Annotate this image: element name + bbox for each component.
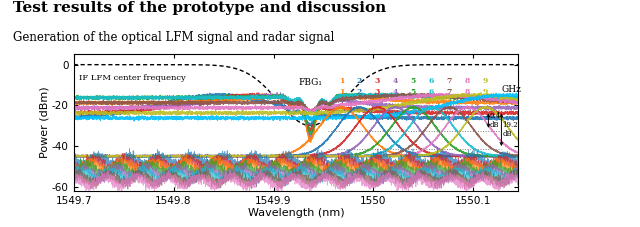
X-axis label: Wavelength (nm): Wavelength (nm) xyxy=(248,208,344,218)
Text: 6: 6 xyxy=(429,88,434,96)
Y-axis label: Power (dBm): Power (dBm) xyxy=(39,87,49,158)
Text: 7: 7 xyxy=(447,88,452,96)
Text: 9: 9 xyxy=(483,77,488,85)
Text: 2: 2 xyxy=(357,77,362,85)
Text: FBG₁: FBG₁ xyxy=(298,78,323,87)
Text: 6: 6 xyxy=(429,77,434,85)
Text: 9: 9 xyxy=(483,88,488,96)
Text: Test results of the prototype and discussion: Test results of the prototype and discus… xyxy=(13,1,386,15)
Text: 9.4
dB: 9.4 dB xyxy=(490,112,500,129)
Text: 4: 4 xyxy=(393,88,398,96)
Text: 8: 8 xyxy=(465,77,470,85)
Text: 3: 3 xyxy=(375,77,380,85)
Text: 2: 2 xyxy=(357,88,362,96)
Text: 19.2
dB: 19.2 dB xyxy=(502,121,518,138)
Text: 5: 5 xyxy=(411,88,416,96)
Text: 3: 3 xyxy=(375,88,380,96)
Text: 4: 4 xyxy=(393,77,398,85)
Text: GHz: GHz xyxy=(501,84,522,94)
Text: Generation of the optical LFM signal and radar signal: Generation of the optical LFM signal and… xyxy=(13,31,334,44)
Text: 1: 1 xyxy=(339,88,344,96)
Text: 7: 7 xyxy=(447,77,452,85)
Text: IF LFM center frequency: IF LFM center frequency xyxy=(79,74,186,82)
Text: 1: 1 xyxy=(339,77,344,85)
Text: 8: 8 xyxy=(465,88,470,96)
Text: 5: 5 xyxy=(411,77,416,85)
